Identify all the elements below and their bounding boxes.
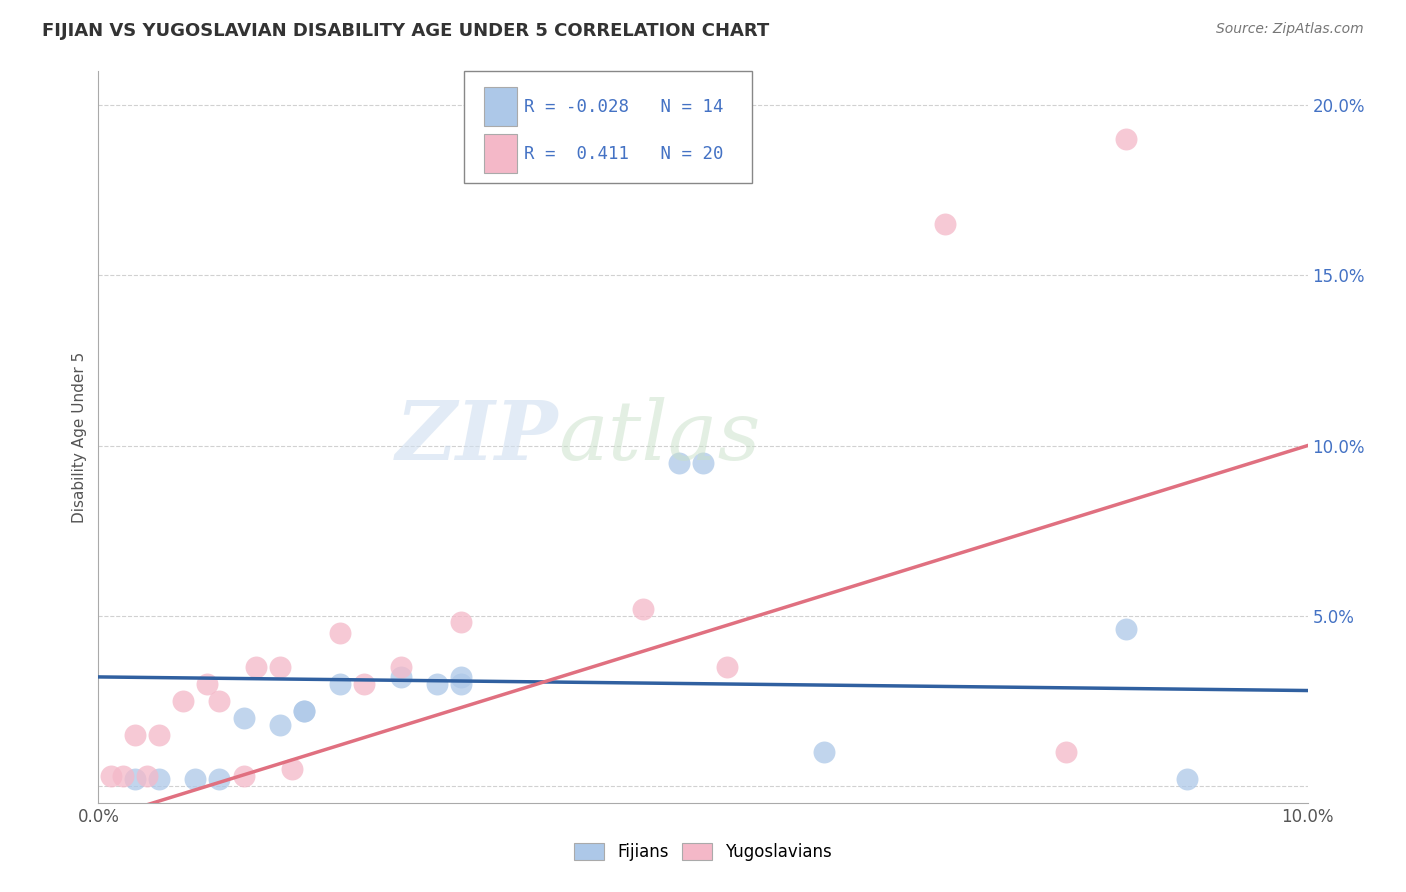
Point [292, 704, 315, 718]
Point [450, 615, 472, 630]
Point [100, 768, 122, 782]
Y-axis label: Disability Age Under 5: Disability Age Under 5 [72, 351, 87, 523]
Point [148, 728, 170, 742]
Point [353, 677, 375, 691]
Point [329, 677, 352, 691]
Point [450, 670, 472, 684]
Point [184, 772, 207, 786]
Point [245, 659, 267, 673]
Point [269, 717, 291, 731]
Legend: Fijians, Yugoslavians: Fijians, Yugoslavians [567, 836, 839, 868]
Point [148, 772, 170, 786]
Point [135, 768, 157, 782]
Text: FIJIAN VS YUGOSLAVIAN DISABILITY AGE UNDER 5 CORRELATION CHART: FIJIAN VS YUGOSLAVIAN DISABILITY AGE UND… [42, 22, 769, 40]
Point [692, 456, 714, 470]
Point [281, 762, 304, 776]
Point [232, 711, 254, 725]
Point [195, 677, 218, 691]
Point [1054, 745, 1077, 759]
Point [111, 768, 134, 782]
Text: atlas: atlas [558, 397, 761, 477]
Point [269, 659, 291, 673]
Point [716, 659, 738, 673]
Text: ZIP: ZIP [395, 397, 558, 477]
Point [292, 704, 315, 718]
Point [934, 218, 956, 232]
Text: R = -0.028   N = 14: R = -0.028 N = 14 [524, 98, 724, 116]
Point [389, 659, 412, 673]
Point [813, 745, 835, 759]
Point [329, 625, 352, 640]
Point [1115, 622, 1137, 636]
Point [450, 677, 472, 691]
Text: R =  0.411   N = 20: R = 0.411 N = 20 [524, 145, 724, 163]
Point [389, 670, 412, 684]
Point [124, 772, 146, 786]
Point [1115, 132, 1137, 146]
Point [426, 677, 449, 691]
Point [692, 149, 714, 163]
Point [1175, 772, 1198, 786]
Point [232, 768, 254, 782]
Point [668, 456, 690, 470]
Point [631, 602, 654, 616]
Point [208, 694, 231, 708]
Text: Source: ZipAtlas.com: Source: ZipAtlas.com [1216, 22, 1364, 37]
Point [208, 772, 231, 786]
Point [124, 728, 146, 742]
Point [172, 694, 194, 708]
